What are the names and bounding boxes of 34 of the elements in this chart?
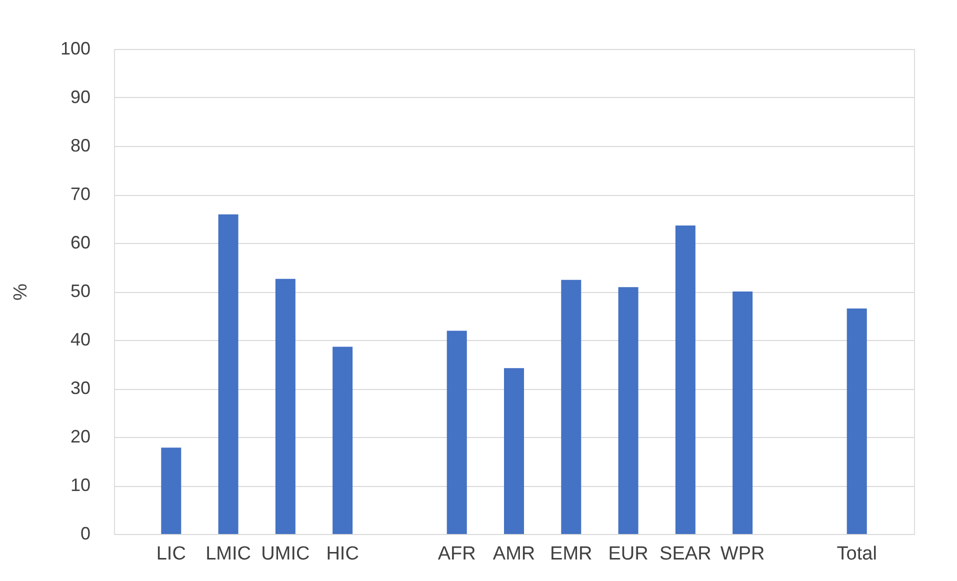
y-tick-label: 10 bbox=[70, 475, 90, 495]
x-tick-label: AFR bbox=[438, 544, 476, 564]
x-tick-label: Total bbox=[836, 544, 877, 564]
y-tick-label: 20 bbox=[70, 426, 90, 446]
x-tick-label: UMIC bbox=[261, 544, 310, 564]
bar bbox=[561, 280, 582, 534]
x-tick-label: EMR bbox=[550, 544, 592, 564]
y-tick-label: 100 bbox=[60, 38, 90, 58]
bar bbox=[275, 278, 296, 534]
bar bbox=[675, 226, 696, 534]
x-tick-label: LMIC bbox=[206, 544, 251, 564]
x-tick-label: HIC bbox=[326, 544, 359, 564]
y-axis-title: % bbox=[10, 283, 32, 300]
x-tick-label: AMR bbox=[492, 544, 536, 564]
x-tick-label: SEAR bbox=[660, 544, 712, 564]
bar bbox=[732, 292, 753, 534]
x-tick-label: WPR bbox=[720, 544, 765, 564]
bar bbox=[161, 448, 182, 534]
y-tick-label: 50 bbox=[70, 281, 90, 301]
y-tick-label: 70 bbox=[70, 184, 90, 204]
bar bbox=[218, 214, 238, 534]
x-tick-label: EUR bbox=[608, 544, 648, 564]
y-tick-label: 90 bbox=[70, 87, 90, 107]
y-tick-label: 60 bbox=[70, 232, 90, 252]
x-tick-label: LIC bbox=[156, 544, 186, 564]
y-tick-label: 0 bbox=[80, 524, 90, 544]
bar bbox=[846, 308, 867, 534]
bar bbox=[618, 287, 638, 534]
bar bbox=[446, 330, 467, 534]
y-tick-label: 30 bbox=[70, 378, 90, 398]
bar bbox=[332, 346, 353, 534]
bar bbox=[504, 368, 524, 534]
y-tick-label: 80 bbox=[70, 136, 90, 156]
y-tick-label: 40 bbox=[70, 330, 90, 350]
